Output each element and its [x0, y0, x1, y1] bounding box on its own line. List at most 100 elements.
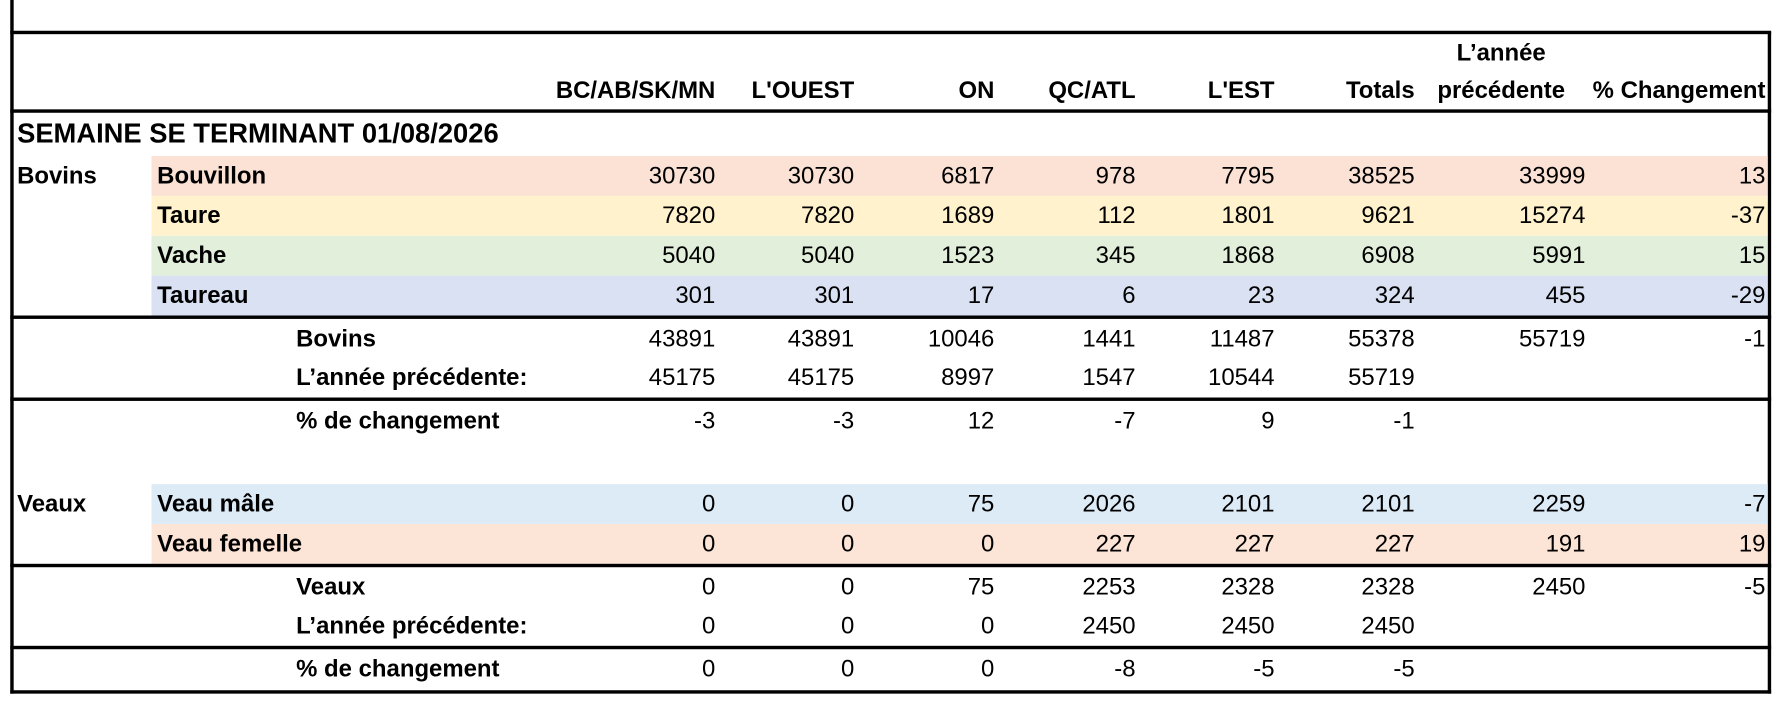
border: [10, 109, 1772, 113]
cell-value: 9621: [1361, 202, 1415, 229]
cell-value: 7820: [801, 202, 855, 229]
cell-value: 38525: [1348, 162, 1415, 190]
cell-value: 0: [701, 656, 716, 683]
cell-value: 2026: [1082, 490, 1136, 518]
row-name: Veau femelle: [157, 530, 303, 557]
cell-value: 2450: [1221, 612, 1275, 639]
cell-value: 2328: [1221, 574, 1275, 601]
cell-value: -8: [1114, 656, 1136, 683]
cell-value: 0: [701, 612, 716, 639]
cell-value: -5: [1744, 574, 1766, 601]
cell-value: -5: [1253, 656, 1275, 683]
row-name: Bouvillon: [157, 162, 267, 190]
section-label: Veaux: [17, 490, 87, 518]
cell-value: 0: [840, 490, 855, 518]
cell-value: 45175: [648, 364, 716, 391]
cell-value: 15: [1738, 242, 1766, 269]
cell-value: 55719: [1348, 364, 1415, 391]
row-background: [151, 523, 1768, 564]
cell-value: 0: [840, 656, 855, 683]
cell-value: 1523: [941, 242, 995, 269]
column-header: L’année précédente: [1437, 39, 1566, 104]
border: [10, 397, 1772, 401]
cell-value: 1801: [1221, 202, 1275, 229]
cell-value: 5040: [801, 242, 855, 269]
cell-value: 12: [967, 407, 995, 434]
subtotal-name: Veaux: [296, 574, 366, 601]
cell-value: 2101: [1221, 490, 1275, 518]
cell-value: 19: [1738, 530, 1766, 557]
border: [10, 690, 1772, 694]
row-background: [151, 484, 1768, 524]
cell-value: 30730: [787, 162, 855, 190]
cell-value: 0: [701, 574, 716, 601]
row-background: [151, 275, 1768, 316]
row-background: [151, 235, 1768, 276]
cell-value: 8997: [941, 364, 995, 391]
cell-value: 10544: [1208, 364, 1275, 391]
column-header: BC/AB/SK/MN: [555, 77, 716, 104]
cell-value: 5040: [662, 242, 716, 269]
cell-value: 30730: [648, 162, 716, 190]
cell-value: 45175: [787, 364, 855, 391]
border: [10, 315, 1772, 319]
cell-value: 0: [840, 612, 855, 639]
cell-value: 55378: [1348, 325, 1415, 352]
cell-value: 0: [701, 530, 716, 557]
cell-value: 0: [840, 574, 855, 601]
cell-value: 2259: [1532, 490, 1586, 518]
cell-value: 43891: [648, 325, 716, 352]
cell-value: 301: [814, 282, 855, 309]
cell-value: 75: [967, 490, 995, 518]
row-background: [151, 156, 1768, 196]
cell-value: -37: [1730, 202, 1766, 229]
cell-value: 23: [1247, 282, 1275, 309]
cell-value: -7: [1114, 407, 1136, 434]
cell-value: 17: [967, 282, 995, 309]
cell-value: 1547: [1082, 364, 1136, 391]
column-header: Totals: [1345, 77, 1415, 104]
cell-value: 0: [701, 490, 716, 518]
cell-value: -29: [1730, 282, 1766, 309]
border: [10, 645, 1772, 650]
cell-value: 2101: [1361, 490, 1415, 518]
cell-value: 191: [1545, 530, 1586, 557]
cell-value: 6: [1122, 282, 1136, 309]
cell-value: 13: [1738, 162, 1766, 190]
border: [1767, 31, 1772, 694]
cell-value: 2328: [1361, 574, 1415, 601]
cell-value: 0: [981, 530, 995, 557]
border: [10, 30, 1772, 35]
cell-value: 1689: [941, 202, 995, 229]
cell-value: 11487: [1209, 325, 1275, 352]
cell-value: 6908: [1361, 242, 1415, 269]
row-background: [151, 195, 1768, 236]
cell-value: -7: [1744, 490, 1766, 518]
subtotal-name: L’année précédente:: [296, 612, 528, 639]
row-name: Veau mâle: [157, 490, 275, 518]
cell-value: 10046: [927, 325, 995, 352]
change-name: % de changement: [296, 656, 500, 683]
cell-value: -3: [694, 407, 716, 434]
cell-value: 455: [1545, 282, 1586, 309]
column-header: % Changement: [1592, 77, 1766, 104]
change-name: % de changement: [296, 407, 500, 434]
cell-value: 0: [981, 612, 995, 639]
cell-value: 2450: [1532, 574, 1586, 601]
cell-value: 112: [1097, 202, 1136, 229]
column-header: L'EST: [1207, 77, 1275, 104]
cell-value: 1441: [1082, 325, 1136, 352]
cell-value: 2450: [1082, 612, 1136, 639]
cell-value: 345: [1095, 242, 1136, 269]
cell-value: 978: [1095, 162, 1136, 190]
cell-value: 43891: [787, 325, 855, 352]
column-header: ON: [958, 77, 995, 104]
border: [10, 563, 1772, 568]
column-header: L'OUEST: [751, 77, 855, 104]
section-label: Bovins: [17, 162, 97, 190]
cell-value: 75: [967, 574, 995, 601]
column-header: QC/ATL: [1048, 77, 1136, 104]
cell-value: 7820: [662, 202, 716, 229]
